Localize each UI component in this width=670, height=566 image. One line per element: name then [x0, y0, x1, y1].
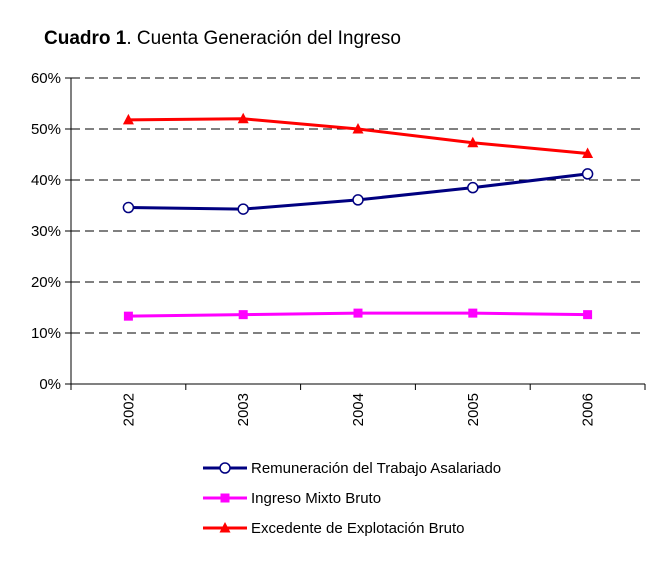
data-point [237, 112, 249, 124]
chart-title-rest: . Cuenta Generación del Ingreso [126, 28, 401, 49]
data-point [122, 201, 135, 214]
legend-label: Excedente de Explotación Bruto [251, 520, 464, 537]
series-lines [122, 112, 594, 321]
y-tick-label: 10% [31, 325, 61, 342]
x-tick-label: 2005 [465, 393, 482, 426]
legend: Remuneración del Trabajo Asalariado Ingre… [203, 460, 501, 537]
data-point [581, 168, 594, 180]
data-point [582, 147, 594, 158]
legend-item: Remuneración del Trabajo Asalariado [203, 460, 501, 477]
legend-item: Excedente de Explotación Bruto [203, 520, 464, 537]
legend-marker [219, 522, 231, 533]
y-tick-label: 0% [39, 376, 61, 393]
y-tick-label: 50% [31, 121, 61, 138]
legend-item: Ingreso Mixto Bruto [203, 490, 381, 507]
series-1 [122, 168, 594, 215]
x-tick-label: 2004 [350, 393, 367, 426]
chart-title-bold: Cuadro 1 [44, 28, 127, 49]
y-tick-label: 40% [31, 172, 61, 189]
y-tick-label: 30% [31, 223, 61, 240]
series-3 [122, 112, 594, 158]
data-point [467, 181, 479, 194]
chart-title: Cuadro 1. Cuenta Generación del Ingreso [44, 28, 401, 50]
x-tick-label: 2006 [580, 393, 597, 426]
data-point [467, 136, 479, 148]
x-tick-label: 2003 [235, 393, 252, 426]
data-point [352, 123, 364, 134]
legend-label: Ingreso Mixto Bruto [251, 490, 381, 507]
y-tick-label: 20% [31, 274, 61, 291]
data-point [352, 194, 364, 206]
data-point [468, 308, 478, 318]
data-point [237, 203, 249, 215]
x-tick-label: 2002 [120, 393, 137, 426]
series-2 [123, 308, 593, 321]
legend-marker [220, 493, 230, 503]
legend-label: Remuneración del Trabajo Asalariado [251, 460, 501, 477]
data-point [238, 310, 248, 320]
data-point [353, 308, 363, 318]
y-tick-label: 60% [31, 70, 61, 87]
axes: 0% 10% 20% 30% 40% 50% 60% 2002 2003 2004 2005 2006 [31, 70, 646, 426]
data-point [122, 113, 134, 125]
data-point [123, 311, 133, 321]
legend-marker [219, 462, 231, 474]
data-point [583, 310, 593, 320]
